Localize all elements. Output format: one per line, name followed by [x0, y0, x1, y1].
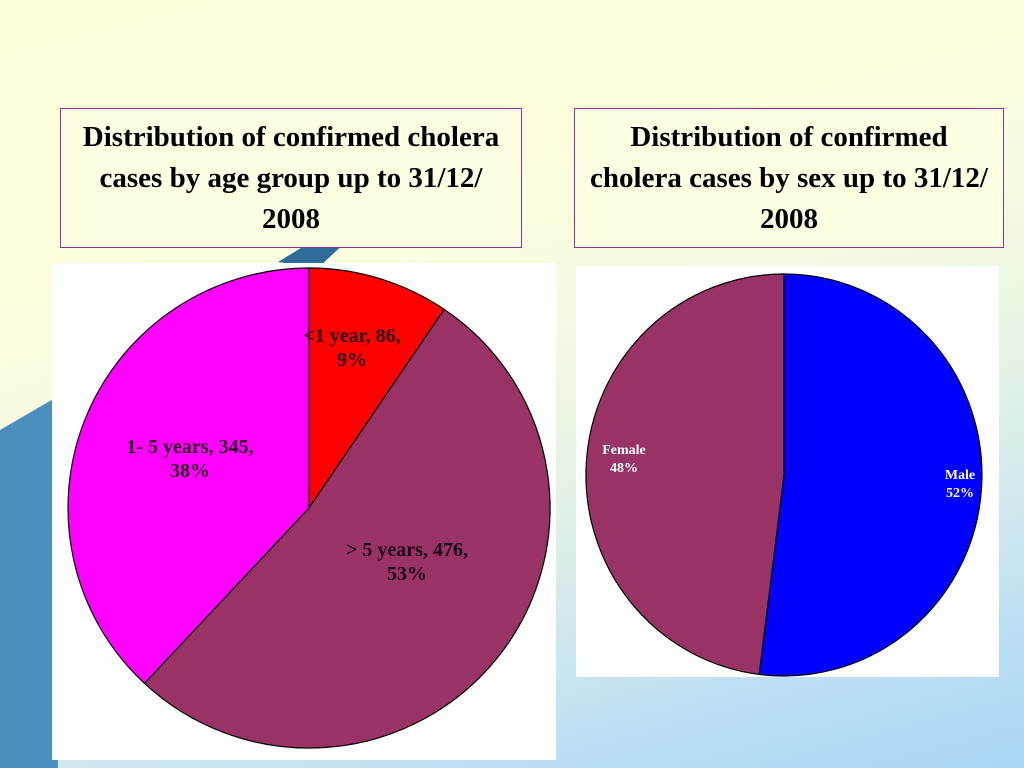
- slice-label-line1: <1 year, 86,: [303, 325, 400, 347]
- slice-label-2: 1- 5 years, 345, 38%: [126, 436, 253, 482]
- sex-chart-title: Distribution of confirmed cholera cases …: [574, 108, 1004, 248]
- slice-label-0: <1 year, 86, 9%: [303, 325, 400, 371]
- pie-slice-1-5-years: [67, 267, 310, 685]
- slice-label-line2: 53%: [387, 563, 427, 585]
- age-chart-title: Distribution of confirmed cholera cases …: [60, 108, 522, 248]
- slice-label-line2: 9%: [337, 349, 367, 371]
- pie-slice-male: [758, 273, 983, 677]
- slice-label-0: Male 52%: [945, 468, 975, 501]
- slice-label-line1: Male: [945, 468, 975, 483]
- background-swoosh-shape: [0, 398, 58, 768]
- age-pie-chart-panel: <1 year, 86, 9% > 5 years, 476, 53% 1- 5 yea…: [52, 263, 556, 760]
- pie-slice-5-years: [143, 308, 551, 749]
- slice-label-1: Female 48%: [602, 443, 646, 476]
- slice-label-1: > 5 years, 476, 53%: [346, 539, 468, 585]
- slice-label-line2: 52%: [946, 486, 974, 501]
- slice-label-line1: > 5 years, 476,: [346, 539, 468, 561]
- pie-slice-1-year: [308, 267, 446, 510]
- sex-pie-chart: Male 52% Female 48%: [585, 273, 983, 677]
- pie-slice-female: [585, 273, 785, 676]
- slice-label-line1: Female: [602, 443, 646, 458]
- slice-label-line2: 48%: [610, 461, 638, 476]
- age-pie-chart: <1 year, 86, 9% > 5 years, 476, 53% 1- 5 yea…: [67, 267, 551, 749]
- slice-label-line1: 1- 5 years, 345,: [126, 436, 253, 458]
- sex-pie-chart-panel: Male 52% Female 48%: [576, 266, 999, 677]
- slice-label-line2: 38%: [170, 460, 210, 482]
